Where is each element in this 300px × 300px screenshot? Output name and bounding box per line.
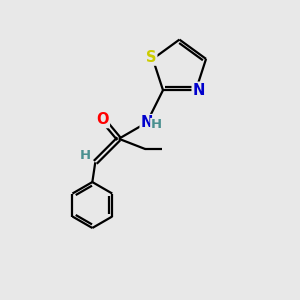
Text: H: H	[80, 149, 91, 162]
Text: N: N	[141, 115, 153, 130]
Text: H: H	[151, 118, 162, 131]
Text: O: O	[96, 112, 109, 127]
Text: S: S	[146, 50, 156, 64]
Text: N: N	[193, 83, 205, 98]
